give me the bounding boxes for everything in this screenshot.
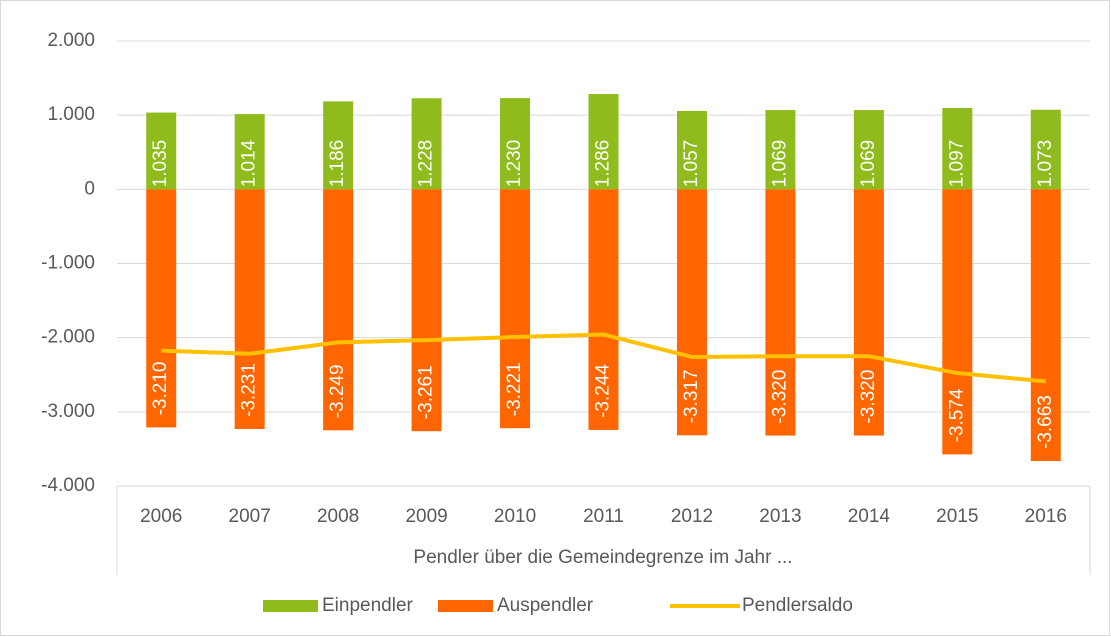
y-tick-label: -3.000: [41, 401, 95, 422]
data-label: 1.057: [681, 140, 702, 188]
legend-swatch: [438, 600, 493, 612]
y-tick-label: -1.000: [41, 253, 95, 274]
bar: [323, 101, 354, 190]
y-tick-label: 0: [84, 178, 95, 199]
bar: [146, 112, 177, 190]
bar: [942, 107, 973, 190]
data-label: 1.069: [769, 140, 790, 188]
x-tick-label: 2009: [405, 506, 447, 527]
bar: [323, 189, 354, 431]
data-label: -3.249: [327, 364, 348, 418]
x-tick-label: 2014: [848, 506, 891, 527]
x-tick-label: 2015: [936, 506, 978, 527]
data-label: 1.286: [593, 140, 614, 188]
bar: [500, 98, 531, 190]
y-tick-label: 1.000: [47, 104, 95, 125]
x-tick-label: 2016: [1025, 506, 1067, 527]
bar: [1030, 109, 1061, 190]
bar: [942, 189, 973, 455]
x-tick-label: 2011: [583, 506, 624, 527]
data-label: -3.221: [504, 362, 525, 416]
x-tick-label: 2013: [759, 506, 801, 527]
data-label: -3.210: [150, 362, 171, 416]
bar: [588, 93, 619, 190]
bar: [234, 114, 265, 190]
data-label: -3.663: [1035, 395, 1056, 449]
bar: [500, 189, 531, 429]
bar: [853, 110, 884, 190]
legend-label: Pendlersaldo: [742, 595, 853, 616]
bar: [853, 189, 884, 436]
x-tick-label: 2006: [140, 506, 182, 527]
data-label: 1.228: [416, 140, 437, 188]
y-tick-label: -4.000: [41, 475, 95, 496]
data-label: 1.014: [239, 139, 260, 187]
bar: [411, 98, 442, 190]
data-label: -3.320: [769, 370, 790, 424]
line: [161, 332, 1046, 384]
bar: [676, 110, 707, 190]
bar: [234, 189, 265, 429]
data-label: 1.186: [327, 140, 348, 188]
data-label: -3.244: [593, 364, 614, 418]
bar: [1030, 189, 1061, 462]
data-label: 1.230: [504, 140, 525, 188]
data-label: 1.073: [1035, 140, 1056, 188]
legend-swatch: [263, 600, 318, 612]
bar: [146, 189, 177, 428]
data-label: -3.231: [239, 363, 260, 417]
legend-label: Einpendler: [322, 595, 414, 616]
x-tick-label: 2008: [317, 506, 359, 527]
bar: [765, 110, 796, 190]
bar: [765, 189, 796, 436]
data-label: 1.097: [946, 140, 967, 188]
bar: [411, 189, 442, 432]
y-tick-label: 2.000: [47, 30, 95, 51]
data-label: 1.035: [150, 140, 171, 188]
x-tick-label: 2012: [671, 506, 713, 527]
x-tick-label: 2010: [494, 506, 536, 527]
data-label: 1.069: [858, 140, 879, 188]
data-label: -3.317: [681, 369, 702, 423]
data-label: -3.574: [946, 388, 967, 442]
bar: [676, 189, 707, 436]
x-axis-title: Pendler über die Gemeindegrenze im Jahr …: [413, 547, 792, 568]
data-label: -3.320: [858, 370, 879, 424]
legend-label: Auspendler: [497, 595, 594, 616]
data-label: -3.261: [416, 365, 437, 419]
bar: [588, 189, 619, 430]
x-tick-label: 2007: [229, 506, 271, 527]
y-tick-label: -2.000: [41, 327, 95, 348]
